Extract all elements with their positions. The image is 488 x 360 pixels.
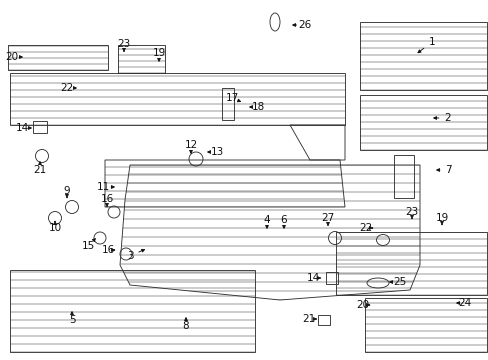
Text: 18: 18	[251, 102, 264, 112]
Text: 10: 10	[48, 223, 61, 233]
Text: 15: 15	[81, 241, 95, 251]
Text: 20: 20	[5, 52, 19, 62]
Text: 23: 23	[117, 39, 130, 49]
Text: 21: 21	[33, 165, 46, 175]
Text: 27: 27	[321, 213, 334, 223]
Text: 1: 1	[428, 37, 434, 47]
Text: 16: 16	[101, 245, 114, 255]
Text: 22: 22	[359, 223, 372, 233]
Text: 24: 24	[457, 298, 470, 308]
Text: 4: 4	[263, 215, 270, 225]
Text: 13: 13	[210, 147, 223, 157]
Text: 19: 19	[434, 213, 447, 223]
Text: 7: 7	[444, 165, 450, 175]
Text: 11: 11	[96, 182, 109, 192]
Bar	[33, 121, 47, 133]
Text: 16: 16	[100, 194, 113, 204]
Text: 12: 12	[184, 140, 197, 150]
Text: 19: 19	[152, 48, 165, 58]
Text: 2: 2	[444, 113, 450, 123]
Text: 22: 22	[60, 83, 74, 93]
Text: 20: 20	[356, 300, 369, 310]
Bar	[317, 315, 329, 325]
Text: 8: 8	[183, 321, 189, 331]
Text: 23: 23	[405, 207, 418, 217]
Bar	[325, 272, 337, 284]
Text: 9: 9	[63, 186, 70, 196]
Text: 5: 5	[68, 315, 75, 325]
Text: 21: 21	[302, 314, 315, 324]
Text: 17: 17	[225, 93, 238, 103]
Text: 14: 14	[306, 273, 319, 283]
Text: 6: 6	[280, 215, 287, 225]
Text: 26: 26	[298, 20, 311, 30]
Text: 25: 25	[392, 277, 406, 287]
Text: 14: 14	[15, 123, 29, 133]
Text: 3: 3	[126, 251, 133, 261]
